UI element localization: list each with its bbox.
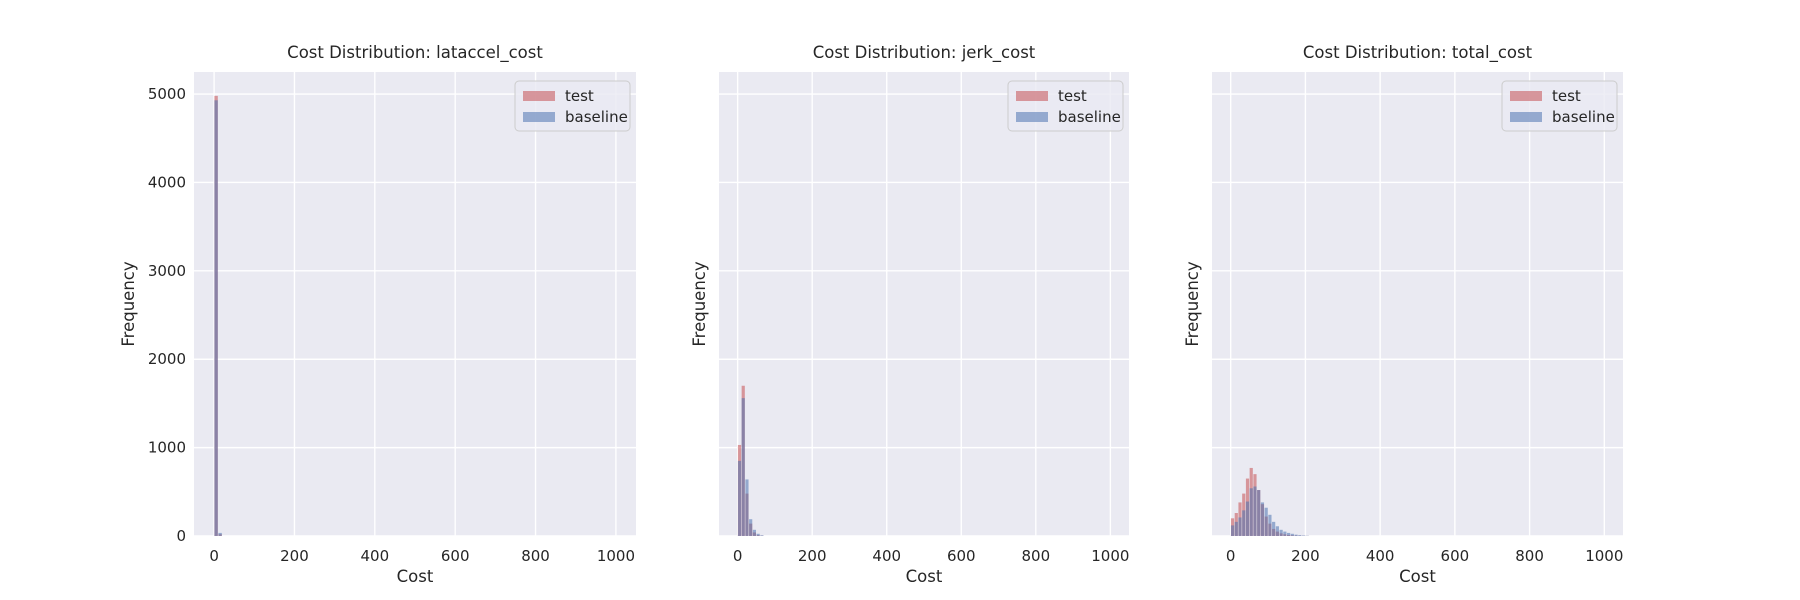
- x-axis-label: Cost: [906, 567, 943, 586]
- y-tick-label: 0: [176, 527, 186, 545]
- x-tick-label: 400: [360, 547, 389, 565]
- legend-swatch-test: [1016, 91, 1048, 101]
- histogram-bar-baseline: [756, 533, 760, 536]
- histogram-bar-baseline: [745, 479, 749, 536]
- histogram-bar-baseline: [737, 460, 742, 536]
- legend-label-test: test: [565, 87, 594, 105]
- x-tick-label: 0: [1226, 547, 1236, 565]
- histogram-bar-baseline: [1268, 514, 1272, 536]
- histogram-bar-baseline: [1245, 501, 1250, 536]
- plot-area: [719, 72, 1129, 536]
- legend-swatch-baseline: [523, 112, 555, 122]
- chart-panel-1: Cost Distribution: lataccel_cost 0 200 400 6…: [119, 43, 636, 586]
- x-tick-label: 800: [1515, 547, 1544, 565]
- legend: test baseline: [1007, 80, 1124, 132]
- histogram-bar-baseline: [1230, 525, 1235, 536]
- y-axis-label: Frequency: [119, 261, 138, 346]
- legend: test baseline: [1501, 80, 1618, 132]
- y-axis-label: Frequency: [690, 261, 709, 346]
- chart-title: Cost Distribution: total_cost: [1303, 43, 1533, 63]
- y-tick-label: 3000: [148, 262, 186, 280]
- x-tick-label: 200: [280, 547, 309, 565]
- x-tick-label: 1000: [1091, 547, 1129, 565]
- y-tick-label: 2000: [148, 350, 186, 368]
- legend-swatch-baseline: [1510, 112, 1542, 122]
- x-tick-label: 600: [441, 547, 470, 565]
- histogram-bar-baseline: [1272, 521, 1276, 536]
- x-tick-label: 400: [1366, 547, 1395, 565]
- histogram-bar-baseline: [1257, 490, 1261, 536]
- chart-title: Cost Distribution: lataccel_cost: [287, 43, 543, 63]
- x-axis-label: Cost: [397, 567, 434, 586]
- histogram-bar-baseline: [1264, 507, 1268, 536]
- y-tick-label: 4000: [148, 173, 186, 191]
- legend-swatch-baseline: [1016, 112, 1048, 122]
- legend-swatch-test: [523, 91, 555, 101]
- y-tick-label: 1000: [148, 439, 186, 457]
- legend-label-baseline: baseline: [1552, 108, 1615, 126]
- histogram-bar-baseline: [1249, 488, 1253, 536]
- histogram-bar-baseline: [749, 519, 753, 536]
- plot-area: [194, 72, 636, 536]
- histogram-bar-baseline: [741, 398, 745, 536]
- histogram-bar-baseline: [214, 100, 218, 536]
- histogram-bar-baseline: [1275, 526, 1279, 536]
- x-tick-label: 0: [209, 547, 219, 565]
- x-tick-label: 200: [798, 547, 827, 565]
- histogram-bar-baseline: [1234, 521, 1238, 536]
- plot-area: [1212, 72, 1623, 536]
- x-tick-label: 600: [947, 547, 976, 565]
- x-axis-label: Cost: [1399, 567, 1436, 586]
- histogram-bar-baseline: [1301, 535, 1306, 536]
- chart-title: Cost Distribution: jerk_cost: [813, 43, 1036, 63]
- x-tick-label: 600: [1441, 547, 1470, 565]
- y-tick-label: 5000: [148, 85, 186, 103]
- histogram-bar-baseline: [1253, 486, 1257, 536]
- legend-label-baseline: baseline: [565, 108, 628, 126]
- histogram-bar-baseline: [1294, 534, 1298, 536]
- x-tick-label: 0: [733, 547, 743, 565]
- legend-label-test: test: [1058, 87, 1087, 105]
- histogram-bar-baseline: [1260, 502, 1265, 536]
- histogram-bar-baseline: [1298, 535, 1302, 536]
- x-tick-label: 400: [872, 547, 901, 565]
- x-tick-label: 1000: [1585, 547, 1623, 565]
- histogram-bar-baseline: [1279, 529, 1283, 536]
- histogram-bar-baseline: [1290, 533, 1294, 536]
- legend-label-baseline: baseline: [1058, 108, 1121, 126]
- legend: test baseline: [514, 80, 631, 132]
- x-tick-label: 800: [1021, 547, 1050, 565]
- legend-swatch-test: [1510, 91, 1542, 101]
- chart-panel-2: Cost Distribution: jerk_cost 0 200 400 600 80…: [690, 43, 1129, 586]
- y-axis-label: Frequency: [1183, 261, 1202, 346]
- chart-panel-3: Cost Distribution: total_cost 0 200 400 600 8…: [1183, 43, 1623, 586]
- histogram-bar-baseline: [1242, 510, 1246, 536]
- histogram-bar-baseline: [1287, 532, 1291, 536]
- histogram-bar-baseline: [218, 532, 222, 536]
- histogram-bar-baseline: [752, 529, 756, 536]
- x-tick-label: 800: [521, 547, 550, 565]
- x-tick-label: 1000: [597, 547, 635, 565]
- histogram-bar-baseline: [1283, 531, 1287, 536]
- x-tick-label: 200: [1291, 547, 1320, 565]
- histogram-bar-baseline: [760, 535, 764, 536]
- legend-label-test: test: [1552, 87, 1581, 105]
- histogram-bar-baseline: [1238, 517, 1242, 536]
